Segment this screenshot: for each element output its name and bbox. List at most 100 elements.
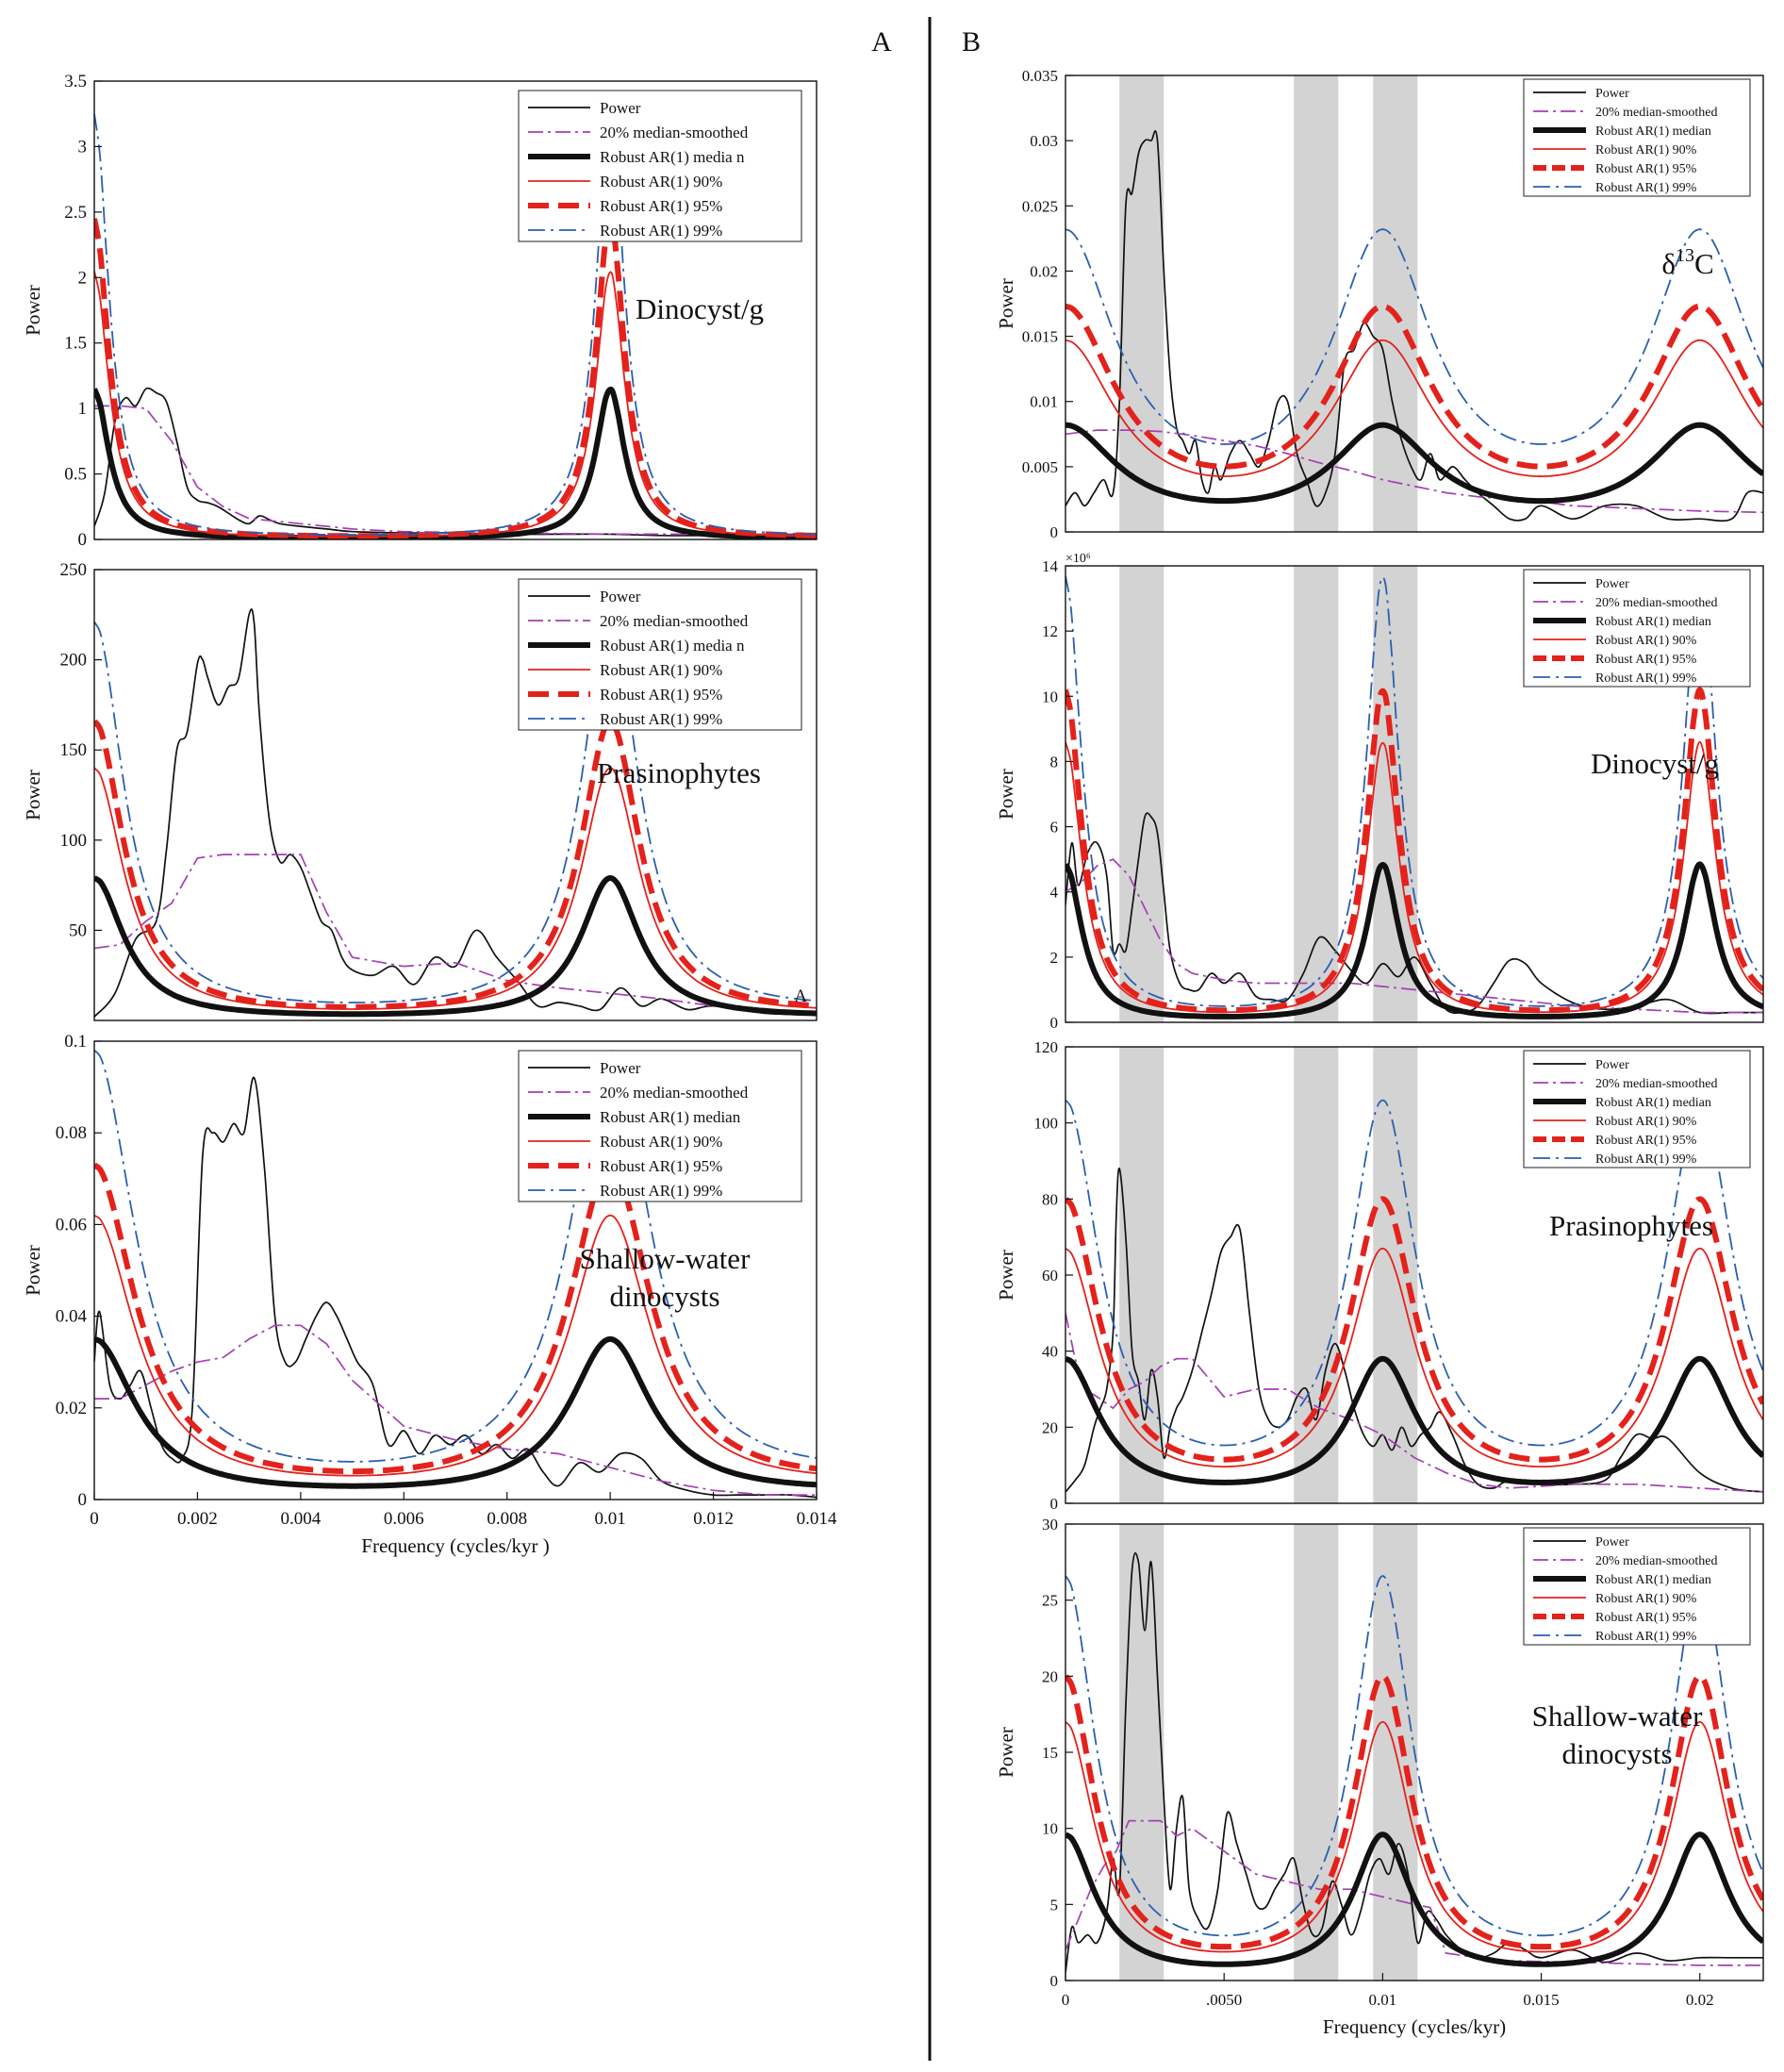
legend: Power 20% median-smoothed Robust AR(1) med… (1523, 78, 1751, 197)
chart-a2: 50 100 150 200 250 Power A Prasinophytes Power 20… (22, 560, 818, 1021)
legend-label: Robust AR(1) 95% (600, 197, 722, 215)
series-group (94, 608, 817, 1018)
legend-label: Robust AR(1) 90% (600, 1133, 722, 1151)
shaded-band (1119, 566, 1165, 1022)
y-tick-label: 120 (1034, 1038, 1059, 1056)
y-axis-label: Power (995, 1727, 1017, 1778)
y-tick-label: 80 (1042, 1190, 1058, 1208)
legend-label: 20% median-smoothed (1595, 1554, 1717, 1568)
y-tick-label: 0.06 (56, 1215, 87, 1235)
x-tick-label: 0.002 (177, 1509, 218, 1529)
y-tick-label: 2.5 (64, 203, 87, 223)
y-tick-label: 0.025 (1022, 197, 1058, 215)
y-tick-label: 0 (78, 530, 88, 550)
panel-label-b: B (962, 26, 981, 58)
legend: Power 20% median-smoothed Robust AR(1) med… (518, 90, 802, 242)
x-tick-label: 0.014 (797, 1509, 837, 1529)
y-tick-label: 3.5 (64, 72, 87, 91)
series-line-p90 (94, 1214, 817, 1477)
series-line-p95 (94, 718, 817, 1010)
shaded-band (1373, 75, 1418, 532)
plot-frame (1065, 75, 1764, 533)
series-line-p95 (94, 217, 817, 539)
y-tick-label: 0 (1050, 1972, 1059, 1990)
series-line-smoothed (94, 1324, 817, 1496)
legend-box (1523, 78, 1751, 197)
y-tick-label: 20 (1042, 1418, 1058, 1436)
series-line-p90 (1065, 1720, 1763, 1953)
series-line-p95 (94, 1162, 817, 1475)
y-tick-label: 8 (1050, 753, 1059, 771)
panel-label-a: A (871, 26, 892, 58)
y-tick-label: 100 (60, 831, 88, 851)
x-tick-label: 0.004 (280, 1509, 321, 1529)
series-line-power (94, 608, 817, 1018)
y-tick-label: 5 (1050, 1896, 1059, 1914)
legend-label: Robust AR(1) median (600, 1108, 741, 1126)
y-axis-label: Power (22, 285, 44, 336)
series-line-p99 (1065, 228, 1763, 445)
legend-label: 20% median-smoothed (1595, 106, 1717, 120)
legend-box (1523, 1527, 1751, 1646)
y-tick-label: 0.03 (1030, 132, 1058, 150)
y-tick-label: 40 (1042, 1343, 1058, 1361)
y-tick-label: 50 (69, 920, 87, 940)
legend-label: Robust AR(1) 90% (1595, 634, 1697, 648)
y-axis-label: Power (995, 1250, 1017, 1301)
y-tick-label: 0.01 (1030, 393, 1058, 411)
series-line-smoothed (1065, 1313, 1763, 1493)
y-tick-label: 30 (1042, 1516, 1058, 1533)
series-line-median (94, 1335, 817, 1489)
series-line-smoothed (94, 854, 817, 1015)
series-line-p95 (1065, 1196, 1763, 1463)
y-tick-label: 150 (60, 740, 88, 760)
legend: Power 20% median-smoothed Robust AR(1) med… (1523, 1050, 1751, 1169)
y-tick-label: 0 (78, 1490, 88, 1510)
x-axis-label: Frequency (cycles/kyr ) (361, 1534, 549, 1557)
y-tick-label: 100 (1034, 1115, 1059, 1133)
y-tick-label: 0.02 (1030, 262, 1058, 280)
series-line-p99 (1065, 574, 1763, 1007)
y-tick-label: 60 (1042, 1267, 1058, 1285)
y-tick-label: 3 (78, 137, 88, 157)
plot-frame (93, 1040, 818, 1500)
series-line-p99 (94, 1049, 817, 1463)
y-tick-label: 14 (1042, 557, 1059, 575)
legend-label: 20% median-smoothed (600, 612, 749, 630)
series-line-median (94, 874, 817, 1018)
y-axis-label: Power (995, 769, 1017, 820)
series-line-p90 (94, 767, 817, 1010)
series-line-smoothed (94, 405, 817, 536)
shaded-band (1294, 75, 1339, 532)
series-line-p90 (1065, 1247, 1763, 1467)
chart-title: Dinocyst/g (1591, 747, 1719, 780)
y-tick-label: 6 (1050, 819, 1059, 837)
series-line-p95 (1065, 303, 1763, 470)
legend-label: Robust AR(1) 90% (600, 173, 722, 191)
legend-label: Power (1595, 87, 1629, 101)
legend-box (518, 1050, 802, 1202)
series-line-p99 (1065, 1099, 1763, 1447)
legend-label: 20% median-smoothed (600, 124, 749, 141)
legend-label: Robust AR(1) media n (600, 148, 745, 166)
series-line-smoothed (1065, 858, 1763, 1014)
legend-label: Robust AR(1) 90% (1595, 143, 1697, 157)
series-line-median (1065, 1832, 1763, 1967)
series-line-smoothed (1065, 429, 1763, 514)
legend-label: Robust AR(1) 99% (600, 710, 722, 728)
chart-b3: 0 20 40 60 80 100 120 Power Prasinophytes Power 20… (995, 1038, 1764, 1513)
y-axis-label: Power (22, 1245, 44, 1296)
x-tick-label: 0.01 (595, 1509, 626, 1529)
y-tick-label: 0.1 (64, 1032, 87, 1052)
legend-label: 20% median-smoothed (600, 1084, 749, 1102)
chart-b1: 0 0.005 0.01 0.015 0.02 0.025 0.03 0.035 Power δ1… (995, 67, 1764, 541)
legend-box (518, 578, 802, 731)
legend-label: Power (600, 99, 641, 117)
plots-layer: 0 0.5 1 1.5 2 2.5 3 3.5 Power Dinocyst/g Power 20% … (22, 67, 1764, 2038)
shaded-band (1294, 566, 1339, 1022)
shaded-band (1373, 1047, 1418, 1503)
series-line-p90 (1065, 339, 1763, 477)
chart-title: Dinocyst/g (636, 292, 764, 325)
series-line-p95 (1065, 687, 1763, 1014)
chart-title: dinocysts (609, 1280, 719, 1313)
